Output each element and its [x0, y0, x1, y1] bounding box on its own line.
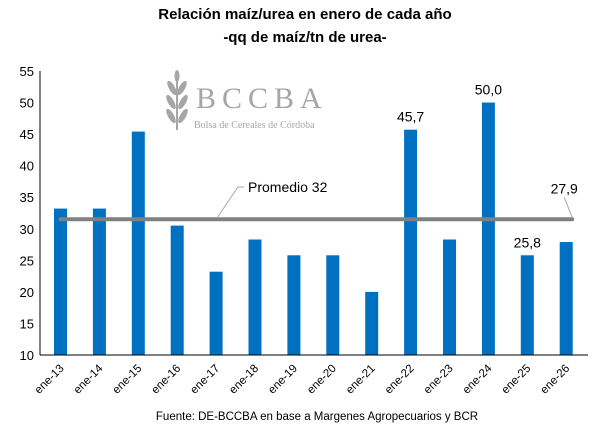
chart-subtitle: -qq de maíz/tn de urea-	[223, 29, 386, 46]
x-tick-label: ene-23	[422, 363, 456, 397]
x-tick-label: ene-20	[305, 363, 339, 397]
y-tick-label: 55	[20, 64, 34, 79]
x-tick-label: ene-17	[188, 363, 222, 397]
data-label-leader-line	[563, 197, 573, 218]
bar	[209, 271, 223, 355]
x-tick-label: ene-18	[227, 363, 261, 397]
bar	[54, 208, 67, 355]
bar	[404, 129, 418, 355]
x-tick-label: ene-24	[461, 362, 495, 396]
bar	[248, 239, 262, 355]
chart-title: Relación maíz/urea en enero de cada año	[158, 6, 451, 23]
bar	[326, 255, 340, 355]
y-tick-label: 10	[20, 348, 34, 363]
logo-subtitle: Bolsa de Cereales de Córdoba	[194, 120, 315, 131]
bar	[92, 208, 106, 355]
x-tick-label: ene-14	[72, 362, 106, 396]
y-tick-label: 30	[20, 222, 34, 237]
bar	[520, 255, 534, 355]
average-leader-line	[216, 186, 244, 219]
x-tick-label: ene-25	[500, 363, 534, 397]
y-tick-label: 50	[20, 96, 34, 111]
x-tick-label: ene-26	[539, 363, 573, 397]
x-tick-label: ene-13	[33, 363, 67, 397]
average-label: Promedio 32	[248, 179, 328, 195]
logo-name: BCCBA	[196, 82, 328, 115]
y-tick-label: 15	[20, 316, 34, 331]
data-label: 25,8	[514, 234, 541, 250]
data-label: 50,0	[475, 82, 502, 98]
x-tick-label: ene-15	[111, 363, 145, 397]
y-tick-label: 40	[20, 159, 34, 174]
y-tick-label: 25	[20, 253, 34, 268]
x-tick-label: ene-21	[344, 363, 378, 397]
bar	[131, 131, 145, 355]
bar	[365, 291, 379, 355]
x-tick-label: ene-16	[150, 363, 184, 397]
bar	[559, 242, 573, 355]
y-tick-label: 45	[20, 127, 34, 142]
data-label: 45,7	[397, 109, 424, 125]
bar	[481, 102, 495, 355]
data-label: 27,9	[551, 180, 578, 196]
bar	[170, 225, 184, 355]
y-tick-label: 20	[20, 285, 34, 300]
logo: BCCBA Bolsa de Cereales de Córdoba	[166, 70, 328, 131]
bar	[443, 239, 456, 355]
bar	[287, 255, 301, 355]
y-tick-label: 35	[20, 190, 34, 205]
wheat-icon	[166, 70, 188, 130]
x-tick-label: ene-22	[383, 363, 417, 397]
source-note: Fuente: DE-BCCBA en base a Margenes Agro…	[156, 411, 478, 423]
x-tick-label: ene-19	[266, 363, 300, 397]
